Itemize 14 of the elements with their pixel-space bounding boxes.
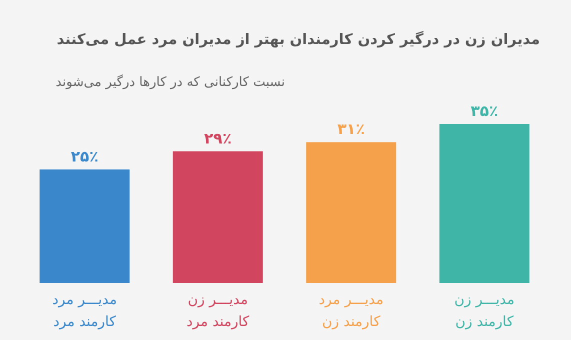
x-tick-label: مدیـــر زن کارمند مرد — [186, 292, 250, 330]
chart-title: مدیران زن در درگیر کردن کارمندان بهتر از مدیران مرد عمل می‌کنند — [56, 30, 540, 48]
x-tick-label: مدیـــر زن کارمند زن — [454, 292, 515, 330]
data-label: ۳۵٪ — [470, 102, 498, 120]
bar — [40, 169, 130, 283]
x-tick-label: مدیـــر مرد کارمند زن — [318, 292, 384, 330]
bar — [439, 124, 530, 283]
data-label: ۳۱٪ — [337, 120, 365, 138]
data-label: ۲۹٪ — [204, 129, 232, 148]
bar — [172, 151, 263, 283]
data-label: ۲۵٪ — [70, 147, 98, 166]
x-tick-label: مدیـــر مرد کارمند مرد — [52, 292, 117, 330]
chart-subtitle: نسبت کارکنانی که در کارها درگیر می‌شوند — [56, 74, 285, 90]
bar — [306, 142, 396, 283]
